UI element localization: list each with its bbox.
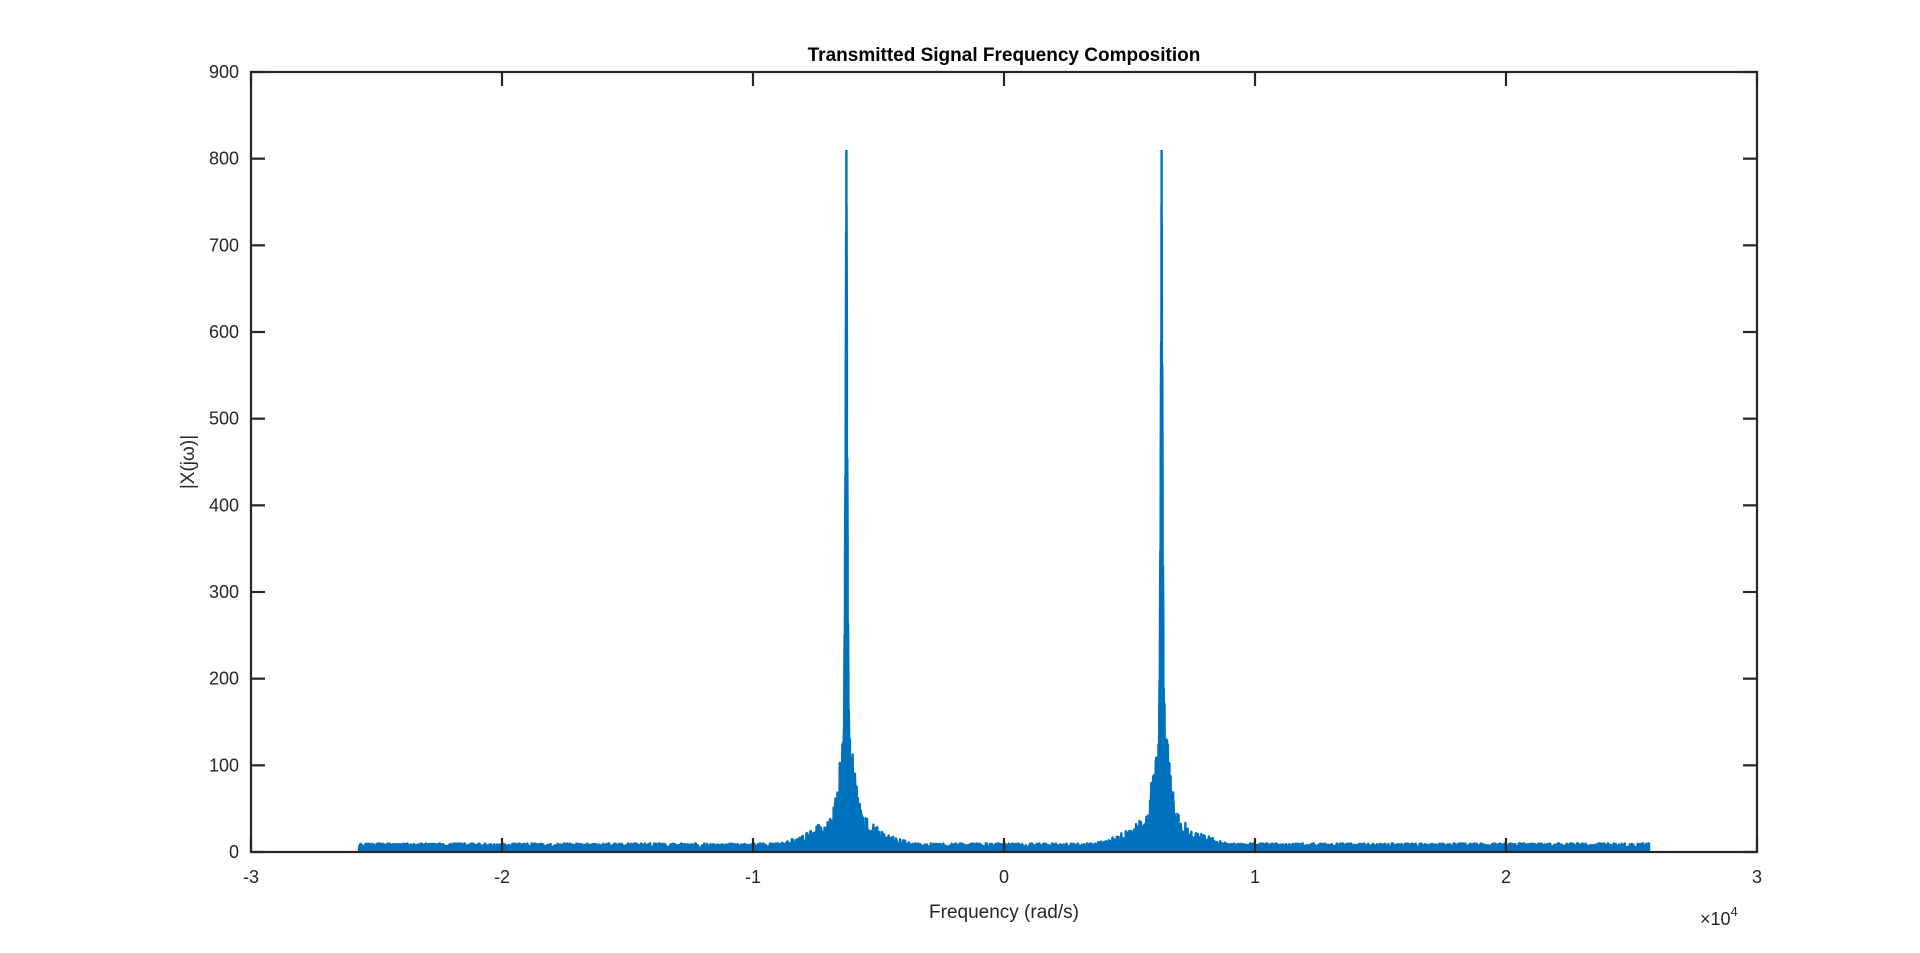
y-tick-label-5: 500 — [209, 409, 239, 429]
x-tick-label-5: 2 — [1501, 867, 1511, 887]
y-tick-label-7: 700 — [209, 235, 239, 255]
y-tick-label-1: 100 — [209, 755, 239, 775]
x-tick-label-2: -1 — [745, 867, 761, 887]
x-tick-label-1: -2 — [494, 867, 510, 887]
plot-area — [251, 72, 1757, 852]
chart-title: Transmitted Signal Frequency Composition — [808, 45, 1201, 66]
y-tick-label-9: 900 — [209, 62, 239, 82]
x-multiplier-base: ×10 — [1700, 909, 1731, 929]
y-tick-label-8: 800 — [209, 149, 239, 169]
x-tick-label-0: -3 — [243, 867, 259, 887]
y-axis-label: |X(jω)| — [178, 435, 199, 489]
x-multiplier-exponent: 4 — [1731, 904, 1738, 919]
y-tick-label-0: 0 — [229, 842, 239, 862]
y-tick-label-3: 300 — [209, 582, 239, 602]
x-tick-label-3: 0 — [999, 867, 1009, 887]
x-tick-label-4: 1 — [1250, 867, 1260, 887]
x-axis-label: Frequency (rad/s) — [929, 902, 1079, 923]
y-tick-label-2: 200 — [209, 669, 239, 689]
y-tick-label-4: 400 — [209, 495, 239, 515]
x-tick-label-6: 3 — [1752, 867, 1762, 887]
y-tick-label-6: 600 — [209, 322, 239, 342]
